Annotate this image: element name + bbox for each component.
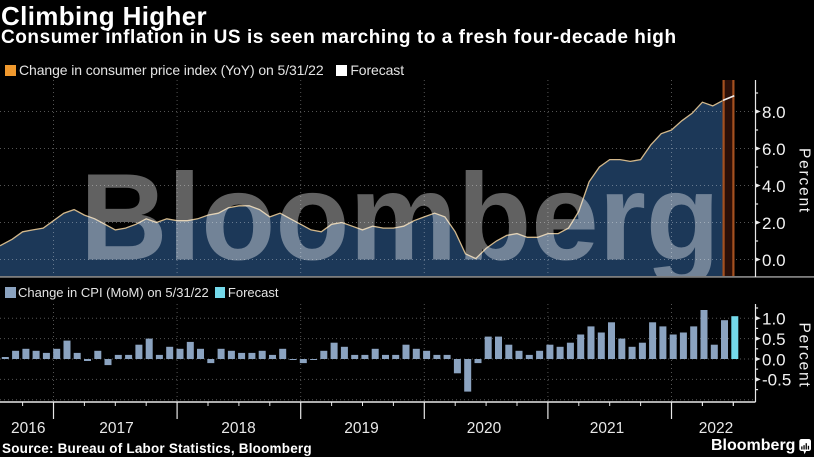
svg-text:8.0: 8.0 (762, 103, 786, 122)
svg-text:2.0: 2.0 (762, 214, 786, 233)
svg-text:2022: 2022 (699, 420, 733, 437)
svg-text:0.0: 0.0 (762, 350, 786, 369)
svg-text:Bloomberg: Bloomberg (80, 150, 720, 287)
svg-text:2016: 2016 (11, 420, 45, 437)
svg-text:2018: 2018 (221, 420, 255, 437)
svg-text:4.0: 4.0 (762, 177, 786, 196)
svg-text:6.0: 6.0 (762, 140, 786, 159)
svg-text:2017: 2017 (99, 420, 133, 437)
svg-text:1.0: 1.0 (762, 309, 786, 328)
svg-text:2021: 2021 (590, 420, 624, 437)
svg-text:2019: 2019 (344, 420, 378, 437)
svg-text:-0.5: -0.5 (762, 371, 791, 390)
svg-text:Percent: Percent (796, 323, 813, 389)
svg-text:2020: 2020 (467, 420, 502, 437)
svg-text:0.5: 0.5 (762, 330, 786, 349)
svg-text:Percent: Percent (796, 148, 813, 214)
svg-text:0.0: 0.0 (762, 251, 786, 270)
